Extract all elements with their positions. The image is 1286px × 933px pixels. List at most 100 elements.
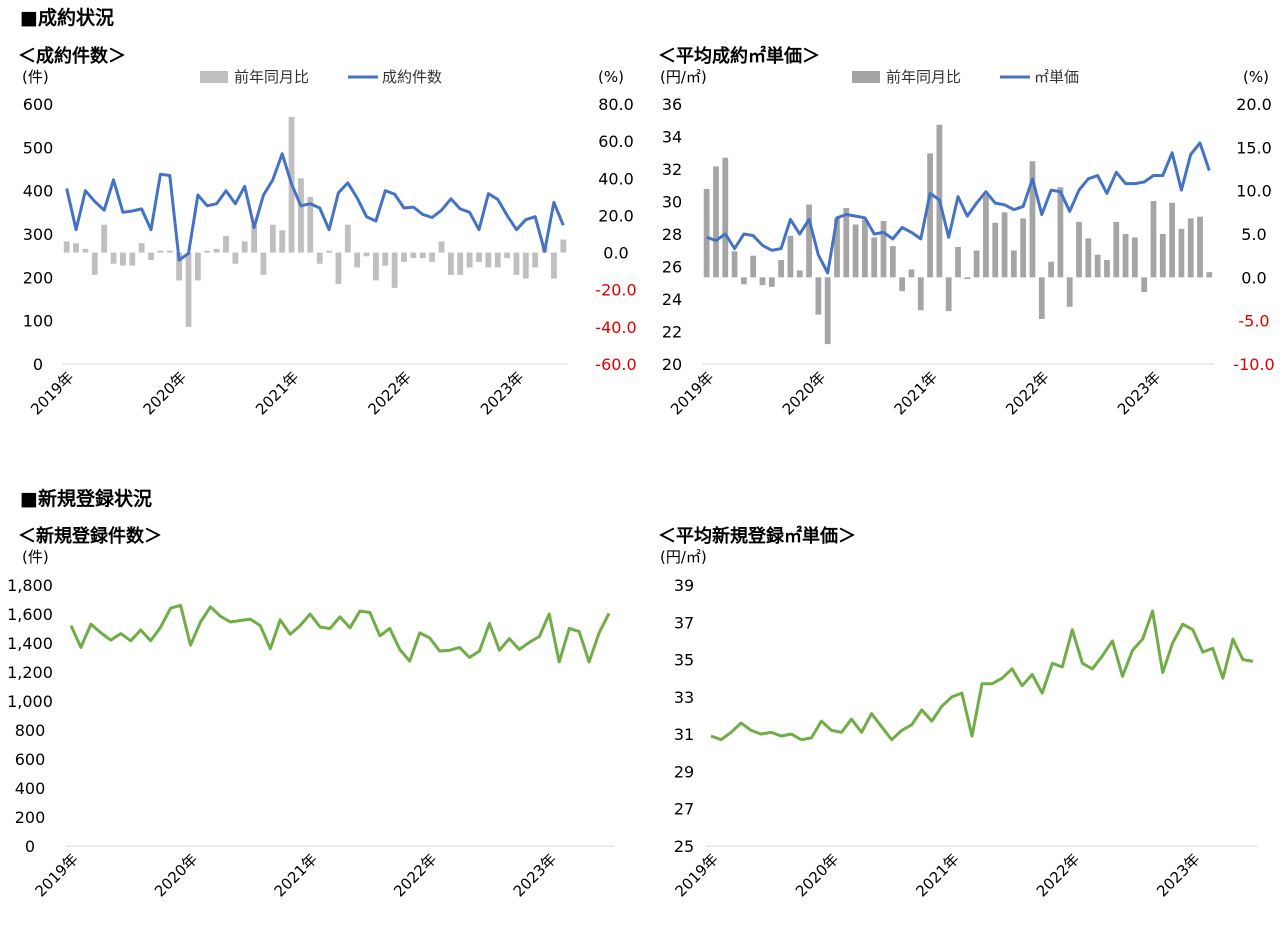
c2-bar [1141, 277, 1148, 293]
c1-bar [166, 250, 173, 253]
c2-x-tick-label: 2023年 [1114, 368, 1164, 418]
c2-series-line [706, 141, 1211, 275]
c1-bar [354, 252, 361, 268]
c2-left-tick-label: 22 [662, 323, 682, 342]
c2-bar [964, 277, 971, 280]
c4-x-tick-label: 2020年 [792, 850, 842, 900]
c2-bar [806, 204, 812, 278]
c4-series-line [710, 609, 1254, 742]
c4-left-tick-label: 29 [674, 762, 694, 781]
c2-right-unit-label: (%) [1243, 68, 1269, 86]
c2-x-tick-label: 2020年 [779, 368, 829, 418]
c1-bar [204, 250, 211, 253]
c1-left-tick-label: 200 [23, 268, 54, 287]
c2-bar [908, 269, 915, 278]
c2-right-tick-label: 15.0 [1236, 138, 1272, 157]
c2-bar [1094, 254, 1101, 278]
c1-bar [522, 252, 529, 279]
c2-bar [787, 235, 794, 278]
c1-bar [269, 224, 276, 253]
c1-left-tick-label: 600 [23, 95, 54, 114]
c1-bar [363, 252, 370, 257]
c1-bar [73, 243, 79, 253]
c4-x-tick-label: 2019年 [672, 850, 722, 900]
c1-x-tick-label: 2023年 [477, 368, 527, 418]
c1-right-tick-label: 60.0 [598, 132, 634, 151]
c2-bar [973, 250, 980, 278]
c1-legend-bar-label: 前年同月比 [234, 68, 309, 86]
c2-bar [1197, 216, 1203, 278]
c1-bar [457, 252, 464, 275]
c1-left-tick-label: 0 [33, 355, 43, 374]
c2-bar [713, 166, 719, 278]
c1-bar [260, 252, 267, 275]
c1-bar [82, 248, 89, 253]
c1-bar [91, 252, 98, 275]
c2-bar [1187, 218, 1194, 278]
c1-bar [251, 224, 257, 253]
c4-x-tick-label: 2021年 [912, 850, 962, 900]
c2-bar [824, 277, 831, 345]
c2-right-tick-label: 0.0 [1241, 268, 1266, 287]
c1-right-tick-label: -20.0 [595, 281, 636, 300]
c1-bar [298, 178, 304, 253]
c1-bar [316, 252, 323, 264]
c1-right-tick-label: -40.0 [595, 318, 636, 337]
c2-bar [1159, 234, 1166, 278]
c2-bar [1113, 221, 1120, 278]
c2-bar [899, 277, 906, 292]
c3-left-tick-label: 800 [15, 721, 46, 740]
chart-title-contract-count: ＜成約件数＞ [18, 46, 126, 67]
c4-left-tick-label: 33 [674, 688, 694, 707]
c2-right-tick-label: 5.0 [1241, 225, 1266, 244]
c2-bar [796, 270, 803, 278]
c2-bar [1001, 212, 1008, 278]
c2-bar [778, 260, 785, 278]
c2-left-tick-label: 28 [662, 225, 682, 244]
section-title-contracts: ■成約状況 [20, 7, 114, 29]
c2-bar [927, 153, 933, 278]
c2-left-tick-label: 34 [662, 128, 682, 147]
c1-bar [129, 252, 136, 266]
c1-bar [476, 252, 482, 262]
c2-bar [1104, 260, 1110, 278]
c3-left-tick-label: 1,800 [7, 576, 53, 595]
c1-bar [223, 235, 229, 253]
c2-bar [741, 277, 747, 285]
c2-bar [1020, 218, 1027, 278]
c4-left-tick-label: 31 [674, 725, 694, 744]
c1-left-tick-label: 300 [23, 225, 54, 244]
c2-right-tick-label: 10.0 [1236, 182, 1272, 201]
c1-bar [307, 196, 314, 253]
c1-bar [438, 241, 445, 253]
c1-legend-bar-swatch [200, 71, 228, 83]
c2-bar [1048, 261, 1054, 278]
c2-x-tick-label: 2019年 [667, 368, 717, 418]
c2-x-tick-label: 2022年 [1002, 368, 1052, 418]
c2-legend-bar-label: 前年同月比 [886, 68, 961, 86]
c1-bar [176, 252, 183, 281]
c1-bar [326, 250, 332, 253]
c1-bar [447, 252, 454, 275]
c2-bar [759, 277, 766, 286]
c4-left-tick-label: 25 [674, 837, 694, 856]
c2-bar [1010, 250, 1017, 278]
c2-left-tick-label: 32 [662, 160, 682, 179]
c2-left-tick-label: 30 [662, 193, 682, 212]
c1-bar [194, 252, 201, 281]
c2-bar [750, 255, 757, 278]
c3-x-tick-label: 2020年 [151, 850, 201, 900]
c2-bar [889, 246, 896, 278]
chart-title-contract-unit-price: ＜平均成約㎡単価＞ [658, 46, 820, 67]
c3-left-tick-label: 600 [15, 750, 46, 769]
c2-bar [1131, 237, 1138, 278]
c2-bar [917, 277, 924, 311]
c1-x-tick-label: 2021年 [252, 368, 302, 418]
c2-bar [815, 277, 822, 315]
c2-bar [871, 237, 878, 278]
c1-bar [494, 252, 501, 268]
c2-bar [1122, 234, 1129, 278]
c1-bar [157, 250, 164, 253]
c2-bar [945, 277, 952, 312]
c4-left-tick-label: 37 [674, 613, 694, 632]
